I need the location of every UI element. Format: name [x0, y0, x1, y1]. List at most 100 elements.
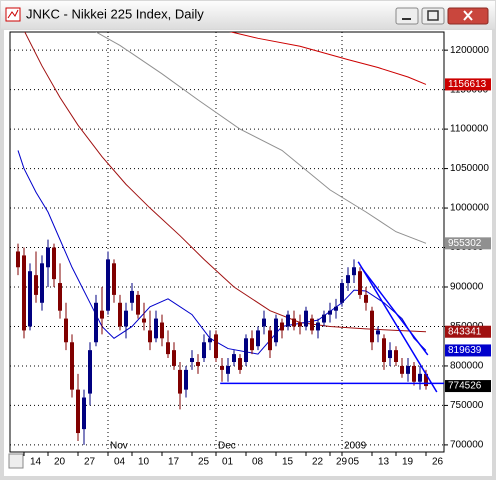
candle-body	[94, 302, 98, 343]
trend-line	[357, 261, 438, 393]
last-value-box	[445, 325, 491, 338]
candle-body	[280, 322, 284, 331]
last-value-label: 774526	[448, 381, 482, 392]
candle-body	[40, 263, 44, 303]
candle-body	[190, 358, 194, 362]
candle-body	[346, 275, 350, 284]
x-tick-label: 22	[312, 457, 324, 468]
maximize-button[interactable]	[421, 7, 445, 25]
candle-body	[394, 350, 398, 362]
x-tick-label: 27	[84, 457, 96, 468]
candle-body	[238, 358, 242, 370]
candle-body	[208, 338, 212, 343]
candle-body	[274, 318, 278, 343]
candle-body	[220, 365, 224, 370]
y-tick-label: 1200000	[450, 45, 489, 56]
app-icon	[5, 7, 21, 22]
candle-body	[100, 310, 104, 319]
moving-average-line	[24, 32, 427, 333]
last-value-label: 819639	[448, 345, 482, 356]
candle-body	[16, 251, 20, 268]
candle-body	[214, 334, 218, 359]
trend-line	[361, 267, 429, 356]
app-icon-glyph	[7, 9, 19, 19]
candle-body	[52, 247, 56, 280]
candle-body	[202, 342, 206, 359]
window-title: JNKC - Nikkei 225 Index, Daily	[26, 6, 204, 21]
moving-average-line	[95, 32, 427, 244]
candle-body	[382, 338, 386, 362]
x-tick-label: 26	[432, 457, 444, 468]
x-tick-label: 04	[114, 457, 126, 468]
last-value-label: 843341	[448, 326, 482, 337]
x-tick-label: 25	[198, 457, 210, 468]
candle-body	[70, 342, 74, 390]
candle-body	[58, 283, 62, 311]
candle-body	[250, 338, 254, 351]
x-tick-label: 01	[222, 457, 234, 468]
candle-body	[160, 322, 164, 339]
last-value-box	[445, 380, 491, 393]
candle-body	[334, 306, 338, 311]
candle-body	[364, 294, 368, 303]
candle-body	[406, 365, 410, 374]
candle-body	[112, 263, 116, 295]
x-tick-label: 08	[252, 457, 264, 468]
candle-body	[178, 369, 182, 394]
month-label: Nov	[110, 441, 128, 452]
candle-body	[292, 318, 296, 327]
last-value-label: 955302	[448, 238, 482, 249]
candle-body	[310, 318, 314, 331]
candle-body	[418, 373, 422, 382]
x-tick-label: 19	[402, 457, 414, 468]
candle-body	[76, 389, 80, 434]
last-value-box	[445, 344, 491, 357]
candle-body	[412, 365, 416, 382]
candle-body	[130, 290, 134, 303]
candle-body	[328, 310, 332, 315]
close-button[interactable]	[447, 7, 489, 25]
candle-body	[136, 294, 140, 315]
last-value-box	[445, 78, 491, 91]
x-tick-label: 15	[282, 457, 294, 468]
candle-body	[226, 365, 230, 374]
x-tick-label: 14	[30, 457, 42, 468]
candle-body	[46, 247, 50, 268]
candle-body	[316, 322, 320, 331]
plot-layer	[10, 32, 444, 452]
y-tick-label: 750000	[450, 400, 484, 411]
candle-body	[304, 310, 308, 327]
candle-body	[22, 255, 26, 331]
candle-body	[124, 310, 128, 327]
candle-body	[166, 342, 170, 355]
last-value-label: 1156613	[448, 79, 487, 90]
month-label: Dec	[218, 441, 236, 452]
candle-body	[352, 267, 356, 276]
x-tick-label: 29	[336, 457, 348, 468]
y-tick-label: 1050000	[450, 163, 489, 174]
x-tick-label: 13	[378, 457, 390, 468]
candle-body	[322, 314, 326, 323]
candle-body	[82, 397, 86, 430]
candle-body	[376, 330, 380, 335]
y-tick-label: 700000	[450, 440, 484, 451]
candle-body	[142, 318, 146, 323]
candle-body	[28, 271, 32, 327]
candle-body	[256, 330, 260, 347]
candle-body	[340, 283, 344, 303]
x-tick-label: 10	[138, 457, 150, 468]
candle-body	[286, 314, 290, 327]
axis-icon[interactable]	[8, 453, 24, 469]
candle-body	[370, 310, 374, 343]
candle-body	[298, 322, 302, 327]
candle-body	[106, 259, 110, 311]
moving-average-line	[229, 32, 427, 85]
minimize-button[interactable]	[395, 7, 419, 25]
y-tick-label: 1000000	[450, 203, 489, 214]
candle-body	[262, 318, 266, 327]
candle-body	[64, 318, 68, 343]
y-tick-label: 1100000	[450, 124, 489, 135]
x-tick-label: 05	[348, 457, 360, 468]
candle-body	[148, 330, 152, 343]
